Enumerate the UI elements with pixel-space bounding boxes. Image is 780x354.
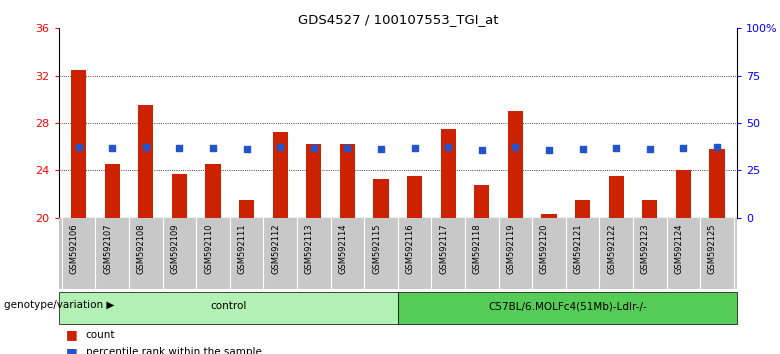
Bar [398,292,737,324]
Text: GSM592109: GSM592109 [171,223,179,274]
Bar [205,165,221,218]
Text: GSM592121: GSM592121 [573,223,583,274]
Bar [575,200,590,218]
Point [543,147,555,152]
Bar [105,165,120,218]
Point [106,145,119,150]
Text: GSM592113: GSM592113 [305,223,314,274]
Text: count: count [86,330,115,339]
Bar [374,179,388,218]
Point [173,145,186,150]
Text: GSM592116: GSM592116 [406,223,415,274]
Bar [172,174,187,218]
Text: GSM592107: GSM592107 [103,223,112,274]
Text: GSM592114: GSM592114 [339,223,347,274]
Text: genotype/variation ▶: genotype/variation ▶ [4,300,115,310]
Text: ■: ■ [66,346,78,354]
Point [442,144,455,150]
Point [341,145,353,151]
Bar [138,105,154,218]
Bar [474,184,489,218]
Text: GSM592123: GSM592123 [640,223,650,274]
Point [576,146,589,152]
Point [374,146,387,152]
Text: GSM592118: GSM592118 [473,223,482,274]
Bar [239,200,254,218]
Point [476,147,488,152]
Title: GDS4527 / 100107553_TGI_at: GDS4527 / 100107553_TGI_at [297,13,498,26]
Point [610,145,622,150]
Point [711,144,723,150]
Text: percentile rank within the sample: percentile rank within the sample [86,347,261,354]
Text: GSM592111: GSM592111 [238,223,246,274]
Point [307,145,320,150]
Bar [340,144,355,218]
Bar [441,129,456,218]
Bar [642,200,658,218]
Point [274,144,286,150]
Text: GSM592106: GSM592106 [69,223,79,274]
Bar [508,111,523,218]
Point [509,144,522,150]
Point [409,145,421,151]
Point [240,146,253,152]
Text: GSM592108: GSM592108 [136,223,146,274]
Bar [675,170,691,218]
Bar [307,144,321,218]
Text: GSM592110: GSM592110 [204,223,213,274]
Bar [709,149,725,218]
Text: C57BL/6.MOLFc4(51Mb)-Ldlr-/-: C57BL/6.MOLFc4(51Mb)-Ldlr-/- [488,301,647,312]
Text: GSM592119: GSM592119 [506,223,516,274]
Text: GSM592115: GSM592115 [372,223,381,274]
Point [677,145,690,150]
Bar [608,176,624,218]
Text: GSM592125: GSM592125 [708,223,717,274]
Bar [71,70,87,218]
Point [644,146,656,152]
Text: GSM592112: GSM592112 [271,223,280,274]
Point [73,144,85,149]
Bar [273,132,288,218]
Point [207,145,219,151]
Text: GSM592120: GSM592120 [540,223,549,274]
Text: GSM592122: GSM592122 [607,223,616,274]
Bar [407,176,422,218]
Bar [541,214,557,218]
Bar [58,292,398,324]
Point [140,144,152,150]
Text: GSM592124: GSM592124 [675,223,683,274]
Text: ■: ■ [66,328,78,341]
Text: control: control [210,301,246,312]
Text: GSM592117: GSM592117 [439,223,448,274]
